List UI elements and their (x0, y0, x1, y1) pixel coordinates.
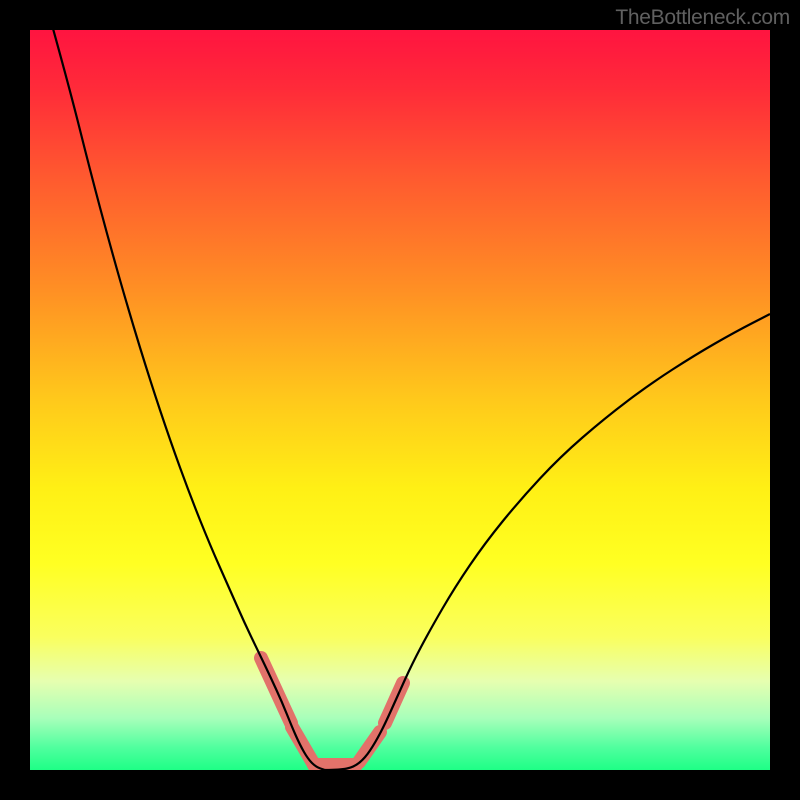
chart-curves (30, 30, 770, 770)
watermark-text: TheBottleneck.com (615, 6, 790, 30)
highlight-segments (261, 658, 403, 765)
plot-area (30, 30, 770, 770)
curve-left (52, 30, 325, 770)
